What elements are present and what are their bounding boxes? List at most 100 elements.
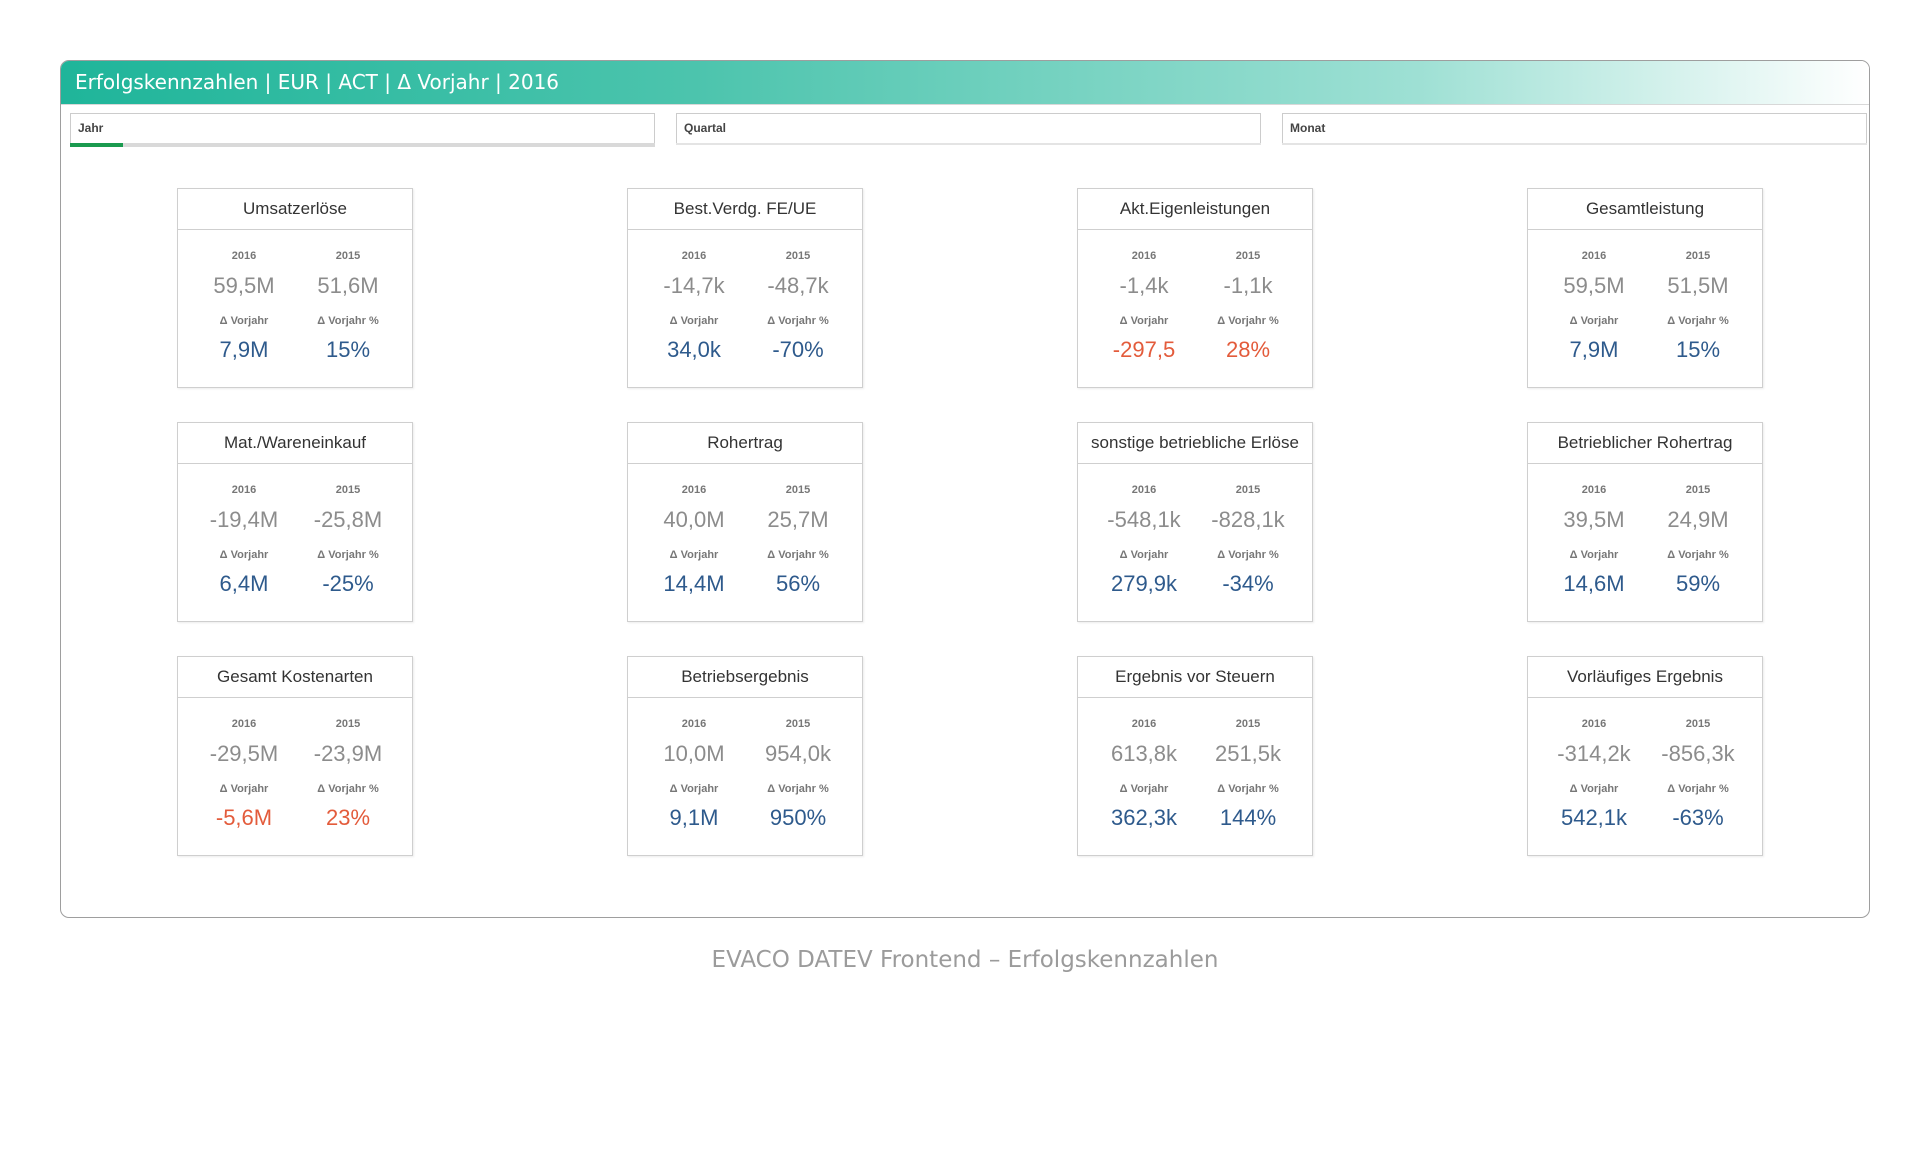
kpi-card[interactable]: Vorläufiges Ergebnis 2016 -314,2k Δ Vorjahr… xyxy=(1527,656,1763,856)
value-prev: 51,6M xyxy=(317,273,379,298)
kpi-card-title: Gesamtleistung xyxy=(1528,189,1762,230)
delta-pct-value: 59% xyxy=(1675,571,1721,596)
kpi-card[interactable]: Best.Verdg. FE/UE 2016 -14,7k Δ Vorjahr 34,0… xyxy=(627,188,863,388)
value-current: -29,5M xyxy=(209,741,279,766)
value-prev: 51,5M xyxy=(1667,273,1729,298)
kpi-card-title: Mat./Wareneinkauf xyxy=(178,423,412,464)
kpi-card-title: Vorläufiges Ergebnis xyxy=(1528,657,1762,698)
delta-pct-value: 950% xyxy=(769,805,827,830)
filter-quartal[interactable]: Quartal xyxy=(676,113,1261,145)
year-current-label: 2016 xyxy=(231,250,257,262)
delta-pct-label: Δ Vorjahr % xyxy=(1667,549,1729,561)
value-current: 39,5M xyxy=(1563,507,1625,532)
kpi-card[interactable]: Rohertrag 2016 40,0M Δ Vorjahr 14,4M 2015 25,7… xyxy=(627,422,863,622)
kpi-card[interactable]: Mat./Wareneinkauf 2016 -19,4M Δ Vorjahr 6,4M… xyxy=(177,422,413,622)
delta-abs-value: 6,4M xyxy=(219,571,269,596)
kpi-card[interactable]: Umsatzerlöse 2016 59,5M Δ Vorjahr 7,9M 2015 51… xyxy=(177,188,413,388)
delta-abs-label: Δ Vorjahr xyxy=(1569,315,1619,327)
kpi-card-title: sonstige betriebliche Erlöse xyxy=(1078,423,1312,464)
delta-abs-label: Δ Vorjahr xyxy=(1119,783,1169,795)
year-current-label: 2016 xyxy=(1581,250,1607,262)
value-current: 10,0M xyxy=(663,741,725,766)
kpi-card[interactable]: Gesamtleistung 2016 59,5M Δ Vorjahr 7,9M 2015… xyxy=(1527,188,1763,388)
delta-pct-label: Δ Vorjahr % xyxy=(1217,315,1279,327)
value-prev: 24,9M xyxy=(1667,507,1729,532)
value-current: 40,0M xyxy=(663,507,725,532)
year-current-label: 2016 xyxy=(681,718,707,730)
year-prev-label: 2015 xyxy=(785,484,811,496)
delta-abs-value: 7,9M xyxy=(219,337,269,362)
kpi-card-title: Ergebnis vor Steuern xyxy=(1078,657,1312,698)
panel-title: Erfolgskennzahlen | EUR | ACT | Δ Vorjah… xyxy=(61,61,1869,105)
kpi-card-title: Betriebsergebnis xyxy=(628,657,862,698)
value-current: -1,4k xyxy=(1119,273,1169,298)
year-prev-label: 2015 xyxy=(335,718,361,730)
delta-abs-value: 14,4M xyxy=(663,571,725,596)
delta-pct-label: Δ Vorjahr % xyxy=(317,783,379,795)
value-prev: 251,5k xyxy=(1214,741,1282,766)
delta-abs-label: Δ Vorjahr xyxy=(219,549,269,561)
year-prev-label: 2015 xyxy=(1685,484,1711,496)
delta-abs-value: 362,3k xyxy=(1110,805,1178,830)
filter-monat-track[interactable] xyxy=(1282,143,1867,145)
year-prev-label: 2015 xyxy=(785,250,811,262)
year-current-label: 2016 xyxy=(1131,250,1157,262)
kpi-card-title: Akt.Eigenleistungen xyxy=(1078,189,1312,230)
delta-abs-value: 14,6M xyxy=(1563,571,1625,596)
delta-pct-label: Δ Vorjahr % xyxy=(1667,783,1729,795)
delta-abs-label: Δ Vorjahr xyxy=(669,549,719,561)
year-prev-label: 2015 xyxy=(1235,484,1261,496)
year-current-label: 2016 xyxy=(681,250,707,262)
kpi-card-title: Betrieblicher Rohertrag xyxy=(1528,423,1762,464)
filter-monat-label: Monat xyxy=(1290,121,1326,135)
kpi-card[interactable]: Betrieblicher Rohertrag 2016 39,5M Δ Vorjah… xyxy=(1527,422,1763,622)
year-current-label: 2016 xyxy=(1131,484,1157,496)
year-current-label: 2016 xyxy=(231,718,257,730)
year-prev-label: 2015 xyxy=(1235,718,1261,730)
filter-monat[interactable]: Monat xyxy=(1282,113,1867,145)
delta-abs-value: 542,1k xyxy=(1560,805,1628,830)
filter-jahr-track[interactable] xyxy=(70,143,655,147)
kpi-card-title: Umsatzerlöse xyxy=(178,189,412,230)
delta-pct-value: 144% xyxy=(1219,805,1277,830)
delta-pct-value: -63% xyxy=(1672,805,1724,830)
delta-abs-label: Δ Vorjahr xyxy=(1569,549,1619,561)
filter-bar: Jahr Quartal Monat xyxy=(70,113,1867,147)
delta-pct-value: 56% xyxy=(775,571,821,596)
value-current: 613,8k xyxy=(1110,741,1178,766)
kpi-card-title: Gesamt Kostenarten xyxy=(178,657,412,698)
year-prev-label: 2015 xyxy=(335,484,361,496)
year-prev-label: 2015 xyxy=(335,250,361,262)
delta-pct-value: 15% xyxy=(325,337,371,362)
delta-pct-value: 15% xyxy=(1675,337,1721,362)
filter-quartal-track[interactable] xyxy=(676,143,1261,145)
delta-abs-label: Δ Vorjahr xyxy=(219,783,269,795)
delta-pct-label: Δ Vorjahr % xyxy=(1217,783,1279,795)
value-prev: -25,8M xyxy=(313,507,383,532)
value-prev: -856,3k xyxy=(1661,741,1735,766)
filter-jahr-selection[interactable] xyxy=(70,143,123,147)
year-current-label: 2016 xyxy=(1131,718,1157,730)
kpi-card[interactable]: Gesamt Kostenarten 2016 -29,5M Δ Vorjahr -5,… xyxy=(177,656,413,856)
delta-pct-label: Δ Vorjahr % xyxy=(1667,315,1729,327)
filter-jahr[interactable]: Jahr xyxy=(70,113,655,147)
year-prev-label: 2015 xyxy=(1685,250,1711,262)
delta-abs-label: Δ Vorjahr xyxy=(669,783,719,795)
kpi-card[interactable]: Betriebsergebnis 2016 10,0M Δ Vorjahr 9,1M 20… xyxy=(627,656,863,856)
delta-pct-label: Δ Vorjahr % xyxy=(767,315,829,327)
delta-pct-label: Δ Vorjahr % xyxy=(1217,549,1279,561)
value-prev: -23,9M xyxy=(313,741,383,766)
kpi-panel: Erfolgskennzahlen | EUR | ACT | Δ Vorjah… xyxy=(60,60,1870,918)
year-current-label: 2016 xyxy=(231,484,257,496)
value-prev: 25,7M xyxy=(767,507,829,532)
kpi-card[interactable]: Ergebnis vor Steuern 2016 613,8k Δ Vorjahr 3… xyxy=(1077,656,1313,856)
delta-pct-label: Δ Vorjahr % xyxy=(767,549,829,561)
value-current: -314,2k xyxy=(1557,741,1631,766)
value-current: -548,1k xyxy=(1107,507,1181,532)
delta-abs-value: -297,5 xyxy=(1112,337,1176,362)
kpi-card-title: Rohertrag xyxy=(628,423,862,464)
kpi-card[interactable]: sonstige betriebliche Erlöse 2016 -548,1k Δ… xyxy=(1077,422,1313,622)
delta-abs-label: Δ Vorjahr xyxy=(1119,549,1169,561)
delta-pct-label: Δ Vorjahr % xyxy=(317,549,379,561)
kpi-card[interactable]: Akt.Eigenleistungen 2016 -1,4k Δ Vorjahr -29… xyxy=(1077,188,1313,388)
